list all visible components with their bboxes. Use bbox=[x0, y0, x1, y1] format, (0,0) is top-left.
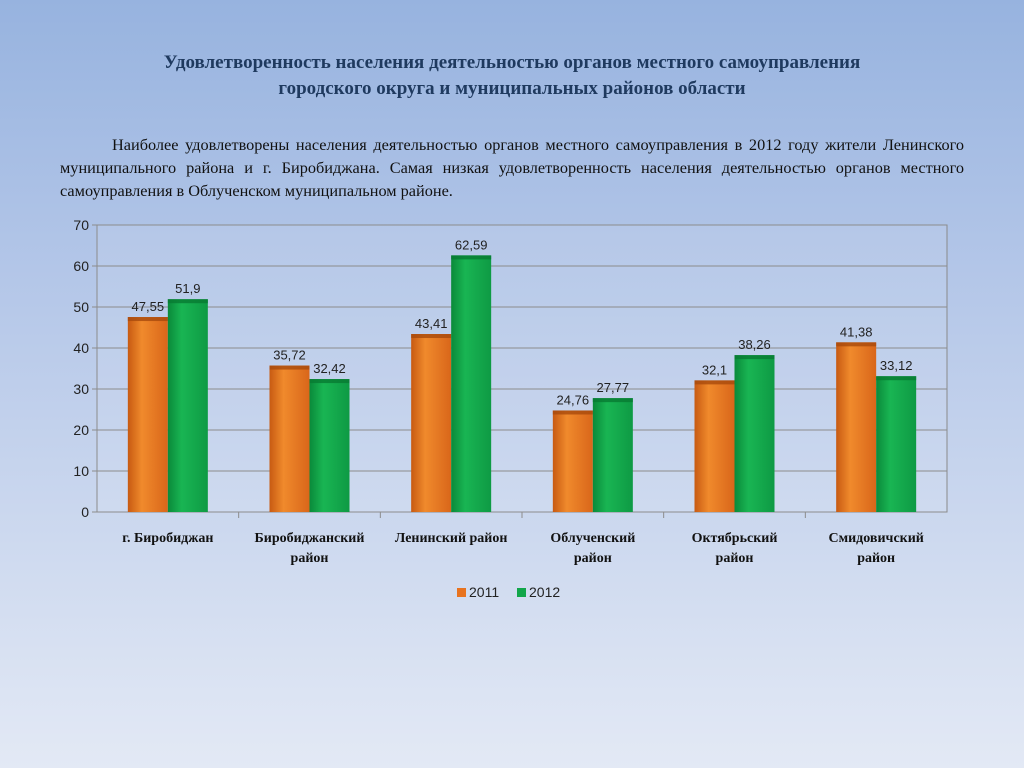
bar-top-edge bbox=[451, 255, 492, 260]
data-label: 43,41 bbox=[415, 316, 448, 331]
category-label: район bbox=[857, 551, 895, 566]
y-tick-label: 20 bbox=[73, 422, 89, 438]
slide-title-line-2: городского округа и муниципальных районо… bbox=[278, 78, 746, 99]
data-label: 33,12 bbox=[880, 358, 913, 373]
slide-title-line-1: Удовлетворенность населения деятельность… bbox=[163, 52, 861, 73]
legend-label-2012: 2012 bbox=[529, 584, 560, 600]
bar-2012 bbox=[734, 355, 775, 512]
plot-frame bbox=[96, 224, 948, 513]
y-tick-label: 60 bbox=[73, 258, 89, 274]
bar-2011 bbox=[552, 410, 593, 512]
bar-2012 bbox=[876, 376, 917, 512]
y-tick-label: 50 bbox=[73, 299, 89, 315]
slide-title: Удовлетворенность населения деятельность… bbox=[40, 50, 984, 102]
bar-top-edge bbox=[309, 379, 350, 384]
data-label: 27,77 bbox=[597, 380, 630, 395]
data-label: 51,9 bbox=[175, 281, 200, 296]
bar-top-edge bbox=[836, 342, 877, 347]
plot-area: 0 10 20 30 40 50 60 70 47,55 51,9 г. Биробиджан 35,… bbox=[73, 217, 948, 600]
bar-top-edge bbox=[552, 410, 593, 415]
legend-swatch-2011 bbox=[457, 588, 466, 597]
data-label: 41,38 bbox=[840, 324, 873, 339]
y-tick-label: 30 bbox=[73, 381, 89, 397]
bar-2012 bbox=[167, 299, 208, 512]
bar-top-edge bbox=[127, 317, 168, 322]
data-label: 24,76 bbox=[557, 392, 590, 407]
category-label: район bbox=[716, 551, 754, 566]
y-tick-label: 40 bbox=[73, 340, 89, 356]
bar-2011 bbox=[694, 380, 735, 512]
bar-top-edge bbox=[592, 398, 633, 403]
bar-2011 bbox=[127, 317, 168, 512]
bar-top-edge bbox=[269, 365, 310, 370]
data-label: 62,59 bbox=[455, 237, 488, 252]
category-label: Облученский bbox=[550, 531, 635, 546]
category-label: Октябрьский bbox=[692, 531, 778, 546]
category-label: г. Биробиджан bbox=[122, 531, 213, 546]
category-label: Смидовичский bbox=[828, 531, 923, 546]
data-label: 32,42 bbox=[313, 361, 346, 376]
data-label: 35,72 bbox=[273, 348, 306, 363]
bar-2012 bbox=[451, 255, 492, 513]
bar-top-edge bbox=[411, 334, 452, 339]
bar-2011 bbox=[836, 342, 877, 512]
bar-2012 bbox=[309, 379, 350, 512]
category-label: район bbox=[291, 551, 329, 566]
legend-label-2011: 2011 bbox=[469, 584, 499, 600]
legend-swatch-2012 bbox=[517, 588, 526, 597]
summary-paragraph: Наиболее удовлетворены населения деятель… bbox=[60, 135, 964, 200]
bar-top-edge bbox=[734, 355, 775, 360]
bar-2012 bbox=[592, 398, 633, 512]
bar-top-edge bbox=[694, 380, 735, 385]
category-label: район bbox=[574, 551, 612, 566]
data-label: 47,55 bbox=[132, 299, 165, 314]
y-tick-label: 0 bbox=[81, 504, 89, 520]
bar-top-edge bbox=[876, 376, 917, 381]
category-label: Биробиджанский bbox=[255, 531, 365, 546]
data-label: 38,26 bbox=[738, 337, 771, 352]
bar-top-edge bbox=[167, 299, 208, 304]
category-label: Ленинский район bbox=[395, 531, 508, 546]
bar-2011 bbox=[269, 365, 310, 512]
data-label: 32,1 bbox=[702, 362, 727, 377]
bar-2011 bbox=[411, 334, 452, 512]
y-tick-label: 70 bbox=[73, 217, 89, 233]
y-tick-label: 10 bbox=[73, 463, 89, 479]
